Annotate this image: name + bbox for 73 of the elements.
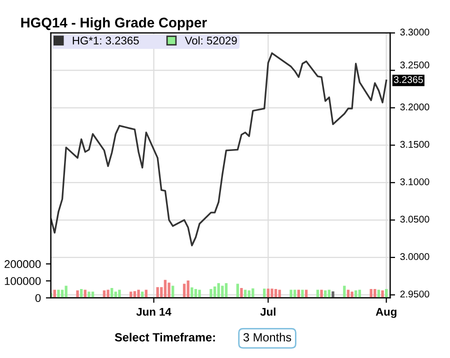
bar: [80, 289, 83, 298]
bar: [290, 290, 292, 298]
bar: [91, 292, 94, 298]
bar: [182, 284, 186, 298]
bar: [106, 290, 110, 298]
text: 3 Months: [243, 332, 292, 342]
bar: [210, 289, 212, 298]
text: 3.2365: [394, 76, 423, 84]
bar: [60, 290, 64, 298]
bar: [110, 288, 114, 298]
bar: [57, 290, 60, 298]
bar: [88, 292, 90, 298]
bar: [332, 291, 334, 298]
bar: [156, 287, 159, 298]
bar: [213, 286, 216, 298]
y2-tick-label: 2.9500: [400, 290, 430, 298]
text: Select Timeframe:: [114, 332, 215, 342]
bar: [164, 280, 167, 298]
bar: [377, 290, 380, 298]
bar: [346, 290, 350, 298]
bar: [381, 290, 384, 298]
y-tick-label: 200000: [4, 260, 41, 268]
bar: [76, 290, 79, 298]
bar: [385, 289, 388, 298]
bar: [263, 288, 266, 298]
bar: [240, 288, 243, 298]
bar: [304, 290, 308, 298]
y2-tick-label: 3.0000: [400, 253, 430, 260]
chart-title: HGQ14 - High Grade Copper: [21, 17, 207, 30]
bar: [118, 290, 121, 298]
y2-tick-label: 3.2000: [400, 103, 430, 110]
x-tick-label: Aug: [376, 308, 396, 318]
bar: [53, 290, 56, 298]
bar: [194, 289, 198, 298]
bar: [316, 290, 320, 298]
bar: [370, 289, 372, 298]
bar: [236, 284, 239, 298]
bar: [144, 290, 148, 298]
legend-label: HG*1: 3.2365: [72, 36, 139, 44]
bar: [244, 290, 247, 298]
bar: [328, 290, 330, 298]
bar: [297, 290, 300, 298]
bar: [266, 288, 270, 298]
bar: [137, 290, 140, 298]
bar: [274, 289, 278, 298]
bar: [278, 290, 281, 298]
bar: [224, 283, 228, 298]
bar: [350, 292, 354, 298]
bar: [114, 292, 117, 298]
y2-tick-label: 3.1500: [400, 140, 430, 148]
y2-tick-label: 3.1000: [400, 178, 430, 186]
bar: [374, 289, 376, 298]
bar: [270, 288, 274, 298]
bar: [198, 290, 201, 298]
bar: [186, 280, 190, 298]
line-series: [50, 52, 388, 246]
y2-tick-label: 3.3000: [400, 28, 430, 36]
bar: [294, 290, 296, 298]
y-tick-label: 100000: [4, 277, 41, 286]
bar: [358, 290, 361, 298]
x-tick-label: Jul: [260, 308, 276, 316]
bar: [301, 290, 304, 298]
bar: [320, 290, 323, 298]
legend-label: Vol: 52029: [184, 36, 237, 44]
bar: [130, 292, 132, 298]
bar: [84, 290, 86, 298]
bar: [168, 282, 170, 298]
bar: [217, 283, 220, 298]
x-tick-label: Jun 14: [136, 308, 172, 316]
bar: [141, 292, 144, 298]
y2-tick-label: 3.2500: [400, 62, 430, 68]
y2-tick-label: 3.0500: [400, 216, 430, 223]
y-tick-label: 0: [35, 294, 41, 302]
